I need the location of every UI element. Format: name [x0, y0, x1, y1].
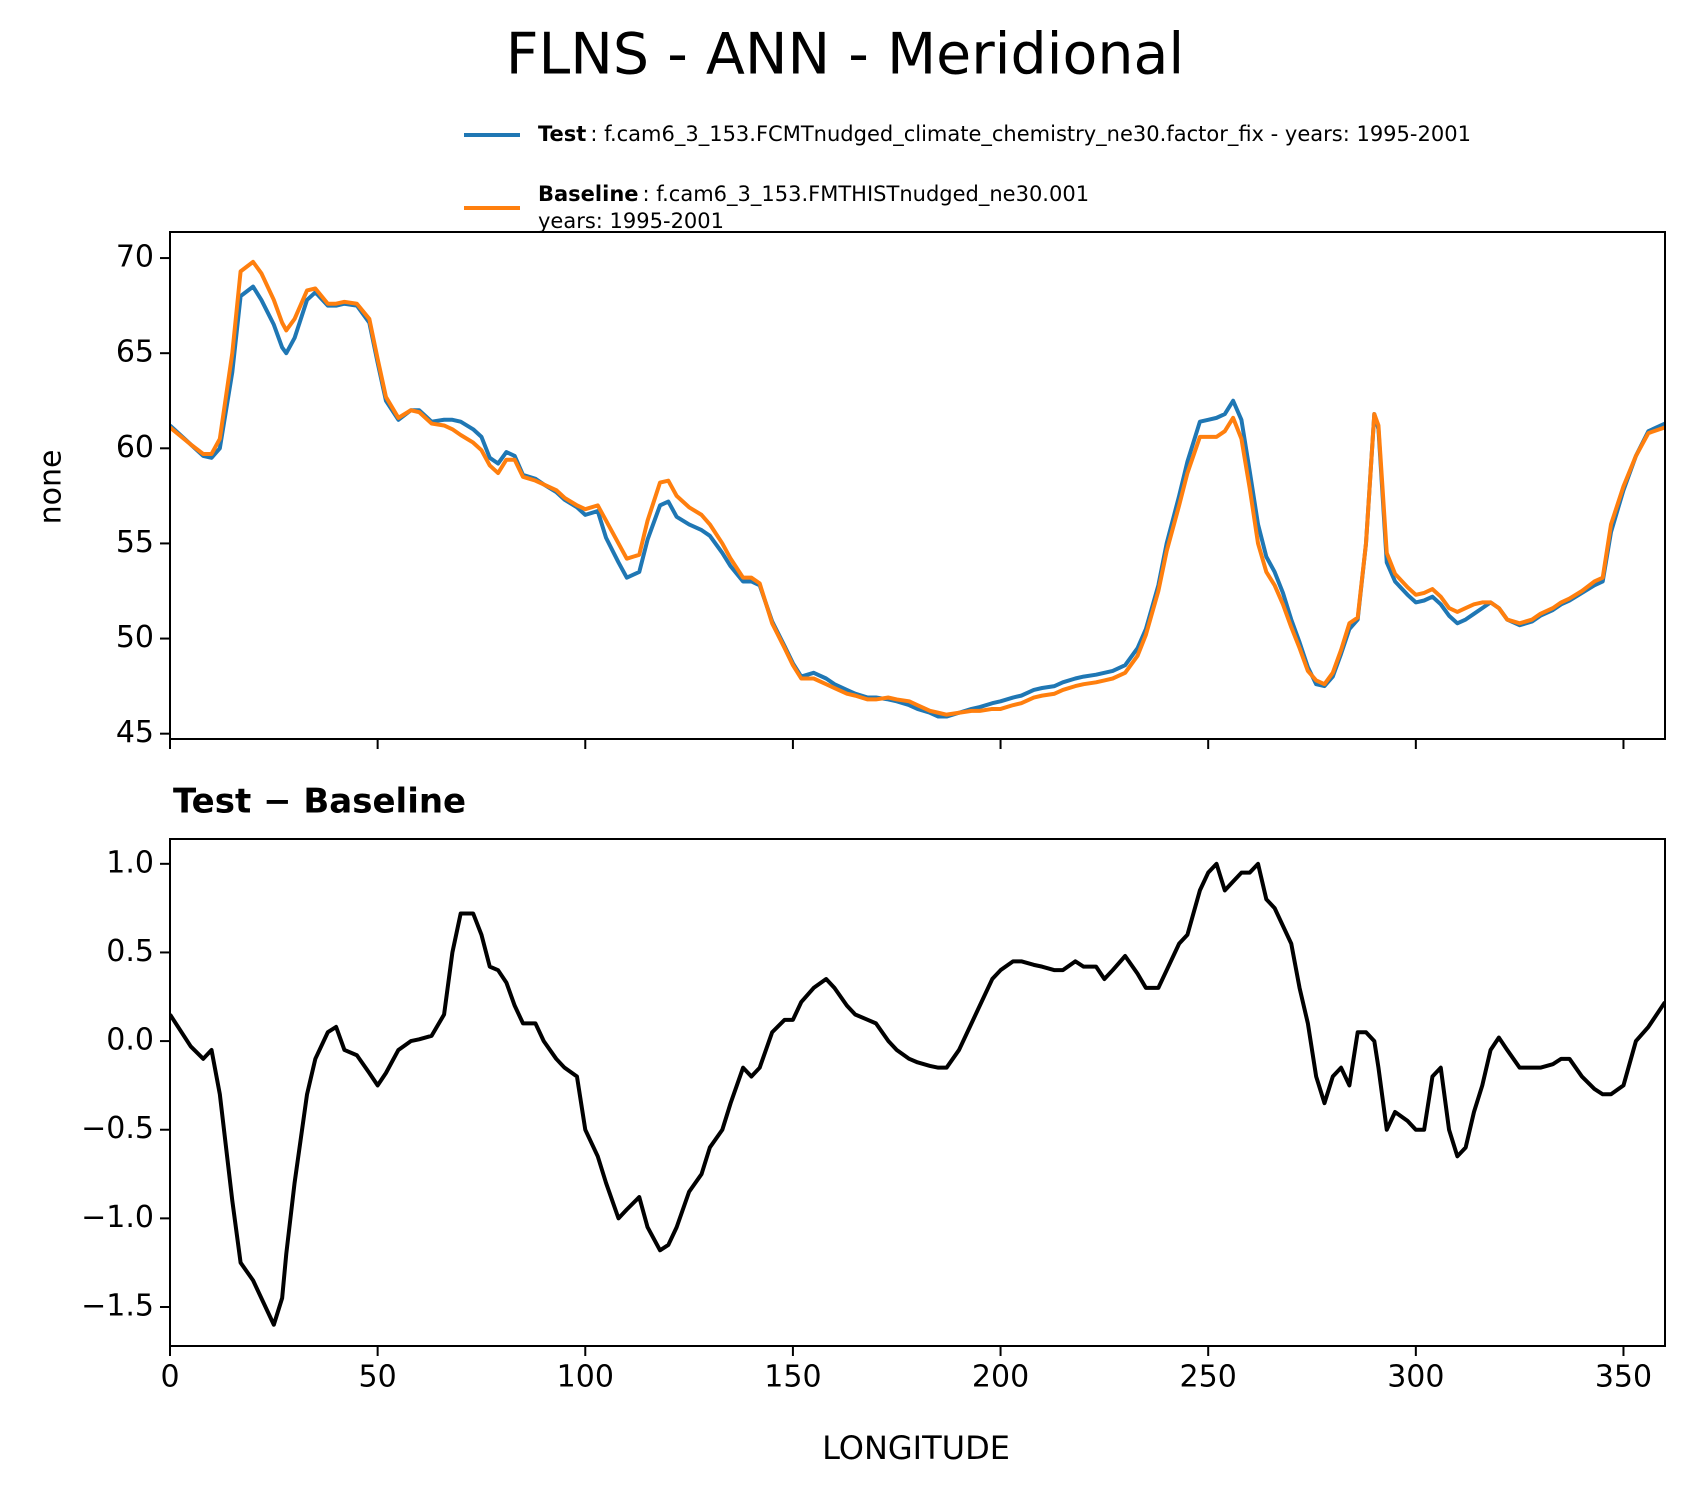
series-line — [170, 861, 1665, 1327]
x-tick-label: 100 — [557, 1360, 614, 1395]
y-tick-label: 45 — [116, 715, 154, 750]
subplot-title: Test − Baseline — [173, 782, 466, 822]
legend-label: Test: f.cam6_3_153.FCMTnudged_climate_ch… — [538, 122, 1471, 147]
series-line — [170, 284, 1665, 719]
x-tick-label: 350 — [1595, 1360, 1652, 1395]
legend-detail: years: 1995-2001 — [538, 209, 724, 233]
legend-name: Baseline — [538, 182, 639, 206]
y-tick-label: 70 — [116, 240, 154, 275]
x-axis-label: LONGITUDE — [822, 1429, 1010, 1467]
y-tick-label: 50 — [116, 620, 154, 655]
y-axis-label: none — [34, 450, 69, 525]
y-tick-label: 1.0 — [106, 845, 154, 880]
legend-detail: : f.cam6_3_153.FMTHISTnudged_ne30.001 — [643, 182, 1090, 207]
y-tick-label: 55 — [116, 525, 154, 560]
y-tick-label: −1.0 — [81, 1200, 154, 1235]
figure-title: FLNS - ANN - Meridional — [506, 22, 1185, 88]
legend-detail: : f.cam6_3_153.FCMTnudged_climate_chemis… — [590, 122, 1471, 147]
y-tick-label: 60 — [116, 430, 154, 465]
x-tick-label: 300 — [1387, 1360, 1444, 1395]
axes-frame — [169, 231, 1666, 740]
legend-label: Baseline: f.cam6_3_153.FMTHISTnudged_ne3… — [538, 182, 1089, 207]
y-tick-label: −0.5 — [81, 1111, 154, 1146]
y-tick-label: 65 — [116, 335, 154, 370]
y-tick-label: 0.0 — [106, 1023, 154, 1058]
x-tick-label: 250 — [1180, 1360, 1237, 1395]
y-tick-label: 0.5 — [106, 934, 154, 969]
y-tick-label: −1.5 — [81, 1289, 154, 1324]
x-tick-label: 150 — [764, 1360, 821, 1395]
x-tick-label: 200 — [972, 1360, 1029, 1395]
legend-name: Test — [538, 122, 586, 146]
series-line — [170, 259, 1665, 717]
x-tick-label: 0 — [160, 1360, 179, 1395]
x-tick-label: 50 — [359, 1360, 397, 1395]
axes-frame — [169, 838, 1666, 1347]
